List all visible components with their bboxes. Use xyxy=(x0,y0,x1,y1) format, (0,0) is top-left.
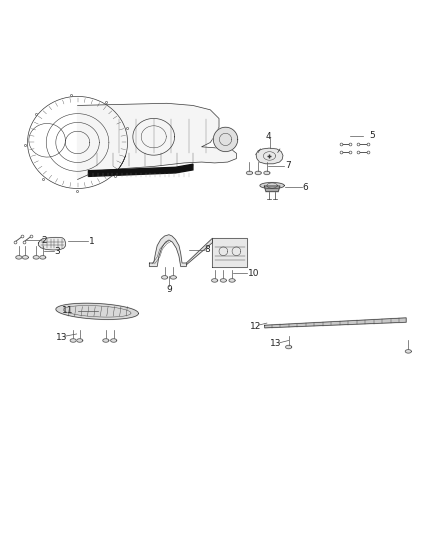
Text: 13: 13 xyxy=(56,333,67,342)
Polygon shape xyxy=(149,235,186,266)
Polygon shape xyxy=(260,182,284,189)
Polygon shape xyxy=(111,339,117,342)
Polygon shape xyxy=(39,237,65,250)
Text: 5: 5 xyxy=(369,132,375,140)
Text: 7: 7 xyxy=(285,161,291,170)
Text: 4: 4 xyxy=(266,132,272,141)
Polygon shape xyxy=(212,279,218,282)
Text: 1: 1 xyxy=(89,237,95,246)
Polygon shape xyxy=(255,171,261,175)
Text: 13: 13 xyxy=(270,340,282,349)
Polygon shape xyxy=(264,171,270,175)
Text: 8: 8 xyxy=(205,246,210,254)
Polygon shape xyxy=(16,256,22,259)
Polygon shape xyxy=(256,148,283,164)
Polygon shape xyxy=(229,279,235,282)
Polygon shape xyxy=(22,256,28,259)
Text: 10: 10 xyxy=(248,269,260,278)
Polygon shape xyxy=(77,339,83,342)
Text: 11: 11 xyxy=(62,306,74,316)
Polygon shape xyxy=(212,238,247,266)
Polygon shape xyxy=(213,127,238,151)
Text: 9: 9 xyxy=(166,285,172,294)
Polygon shape xyxy=(88,164,193,176)
Polygon shape xyxy=(186,238,212,265)
Polygon shape xyxy=(247,171,253,175)
Polygon shape xyxy=(264,186,280,192)
Polygon shape xyxy=(33,256,39,259)
Text: 6: 6 xyxy=(303,183,308,192)
Polygon shape xyxy=(103,339,109,342)
Polygon shape xyxy=(286,345,292,349)
Polygon shape xyxy=(78,103,237,180)
Polygon shape xyxy=(265,318,406,328)
Polygon shape xyxy=(405,350,411,353)
Text: 12: 12 xyxy=(250,322,261,331)
Text: 2: 2 xyxy=(42,236,47,245)
Polygon shape xyxy=(162,276,168,279)
Polygon shape xyxy=(56,303,138,319)
Text: 3: 3 xyxy=(54,247,60,256)
Polygon shape xyxy=(170,276,177,279)
Polygon shape xyxy=(70,339,76,342)
Polygon shape xyxy=(40,256,46,259)
Polygon shape xyxy=(220,279,226,282)
